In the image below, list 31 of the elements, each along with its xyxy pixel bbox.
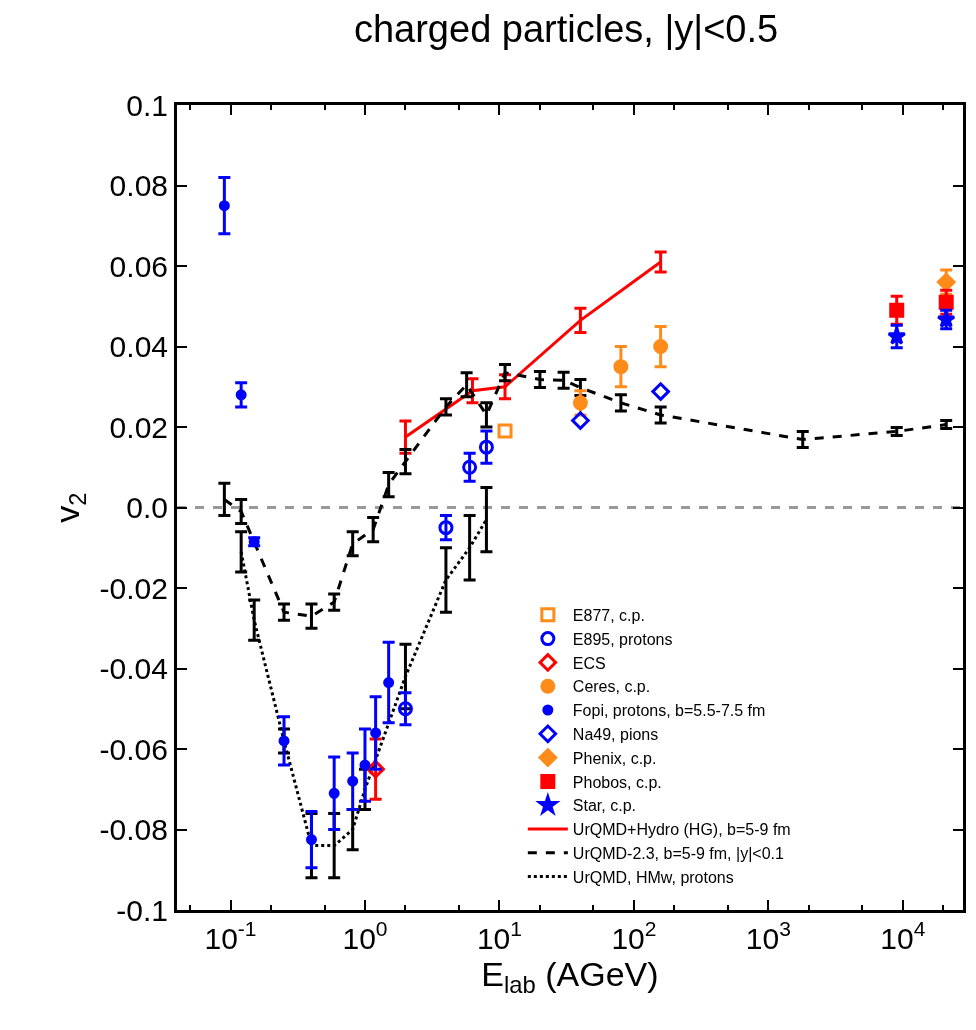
x-tick-label: 10$^{1}$ [476,917,522,955]
y-tick-label: 0.04 [109,330,168,363]
legend-label: ECS [572,654,606,672]
legend-label: UrQMD, HMw, protons [572,868,734,886]
legend-label: Na49, pions [572,726,659,744]
legend-label: UrQMD-2.3, b=5-9 fm, |y|<0.1 [572,845,784,863]
legend-label: E895, protons [572,630,673,648]
chart-title: charged particles, |y|<0.5 [353,8,779,51]
legend-label: Phenix, c.p. [572,749,657,767]
y-tick-label: -0.1 [116,893,168,927]
y-tick-label: -0.08 [99,813,168,846]
y-tick-label: -0.06 [99,732,168,766]
y-tick-label: 0.02 [109,410,168,444]
y-tick-label: 0.06 [109,249,168,283]
y-tick-label: -0.04 [99,652,168,685]
legend-label: UrQMD+Hydro (HG), b=5-9 fm [572,821,791,839]
x-tick-label: 10$^{4}$ [880,917,926,955]
x-tick-label: 10$^{3}$ [745,917,791,955]
x-tick-label: 10$^{0}$ [342,917,388,955]
legend-label: Phobos, c.p. [572,773,662,791]
y-tick-label: 0.0 [126,491,168,524]
x-tick-label: 10$^{-1}$ [204,917,257,955]
legend-label: E877, c.p. [572,607,645,625]
y-tick-label: 0.1 [126,88,168,122]
x-axis-title: E$_{lab}$ (AGeV) [481,955,659,999]
legend-label: Fopi, protons, b=5.5-7.5 fm [572,702,766,720]
y-tick-label: -0.02 [99,571,168,605]
legend-label: Star, c.p. [572,797,636,815]
x-tick-label: 10$^{2}$ [611,917,657,955]
legend-label: Ceres, c.p. [572,678,651,696]
y-tick-label: 0.08 [109,169,168,202]
